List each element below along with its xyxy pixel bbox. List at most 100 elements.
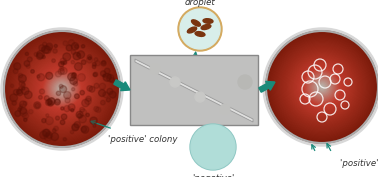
Circle shape <box>71 73 77 78</box>
Circle shape <box>46 73 78 105</box>
Circle shape <box>104 68 110 74</box>
Circle shape <box>94 58 98 62</box>
Circle shape <box>19 87 22 90</box>
Circle shape <box>45 72 79 106</box>
Circle shape <box>10 94 17 102</box>
Circle shape <box>68 104 75 111</box>
Circle shape <box>61 61 65 64</box>
Circle shape <box>72 123 79 130</box>
Circle shape <box>103 92 109 98</box>
Circle shape <box>19 73 23 78</box>
Circle shape <box>46 72 53 79</box>
Circle shape <box>71 50 76 55</box>
Circle shape <box>11 38 113 140</box>
Text: 'positive' colonies: 'positive' colonies <box>340 159 378 168</box>
Circle shape <box>49 76 75 102</box>
Circle shape <box>102 61 105 64</box>
Circle shape <box>60 86 67 93</box>
Circle shape <box>46 132 53 138</box>
Circle shape <box>109 91 116 98</box>
Circle shape <box>93 72 98 77</box>
Circle shape <box>178 7 222 51</box>
Circle shape <box>59 85 65 92</box>
Circle shape <box>15 111 21 116</box>
Circle shape <box>14 41 110 137</box>
Circle shape <box>34 102 41 109</box>
Circle shape <box>26 53 98 125</box>
Circle shape <box>50 77 74 101</box>
Circle shape <box>45 99 51 106</box>
Circle shape <box>25 91 32 99</box>
Circle shape <box>27 57 32 62</box>
Circle shape <box>19 81 25 86</box>
Circle shape <box>23 113 29 119</box>
Circle shape <box>4 31 120 147</box>
Circle shape <box>286 51 358 123</box>
Circle shape <box>73 52 81 60</box>
Circle shape <box>20 104 23 107</box>
Circle shape <box>15 43 108 135</box>
Circle shape <box>56 91 61 96</box>
Circle shape <box>70 130 74 134</box>
Circle shape <box>73 81 78 86</box>
Circle shape <box>72 124 79 131</box>
Circle shape <box>53 49 57 53</box>
Circle shape <box>23 50 101 129</box>
Circle shape <box>42 55 45 59</box>
Circle shape <box>101 71 106 76</box>
Circle shape <box>58 68 64 75</box>
Bar <box>130 55 258 125</box>
Circle shape <box>28 55 96 123</box>
Circle shape <box>43 70 81 108</box>
Circle shape <box>48 101 53 106</box>
Circle shape <box>21 83 25 87</box>
Circle shape <box>220 104 230 114</box>
Circle shape <box>40 131 47 139</box>
Circle shape <box>51 79 73 99</box>
Circle shape <box>63 61 67 64</box>
Circle shape <box>103 74 106 77</box>
Circle shape <box>24 118 27 122</box>
Circle shape <box>46 45 52 50</box>
Circle shape <box>266 31 378 143</box>
Circle shape <box>103 73 111 81</box>
Circle shape <box>12 39 112 139</box>
Circle shape <box>43 129 50 136</box>
Circle shape <box>24 51 100 127</box>
Circle shape <box>54 99 60 105</box>
Circle shape <box>99 90 105 96</box>
Circle shape <box>71 43 79 50</box>
Circle shape <box>24 61 30 66</box>
Circle shape <box>55 82 69 96</box>
Circle shape <box>86 113 89 117</box>
Circle shape <box>51 133 59 141</box>
Circle shape <box>61 107 64 110</box>
Circle shape <box>22 48 102 130</box>
Text: 'positive' colony: 'positive' colony <box>108 135 178 144</box>
Circle shape <box>312 77 332 97</box>
Circle shape <box>60 67 67 74</box>
Circle shape <box>321 86 323 88</box>
Text: 'negative'
droplet: 'negative' droplet <box>192 174 234 177</box>
Circle shape <box>93 124 96 127</box>
Circle shape <box>276 41 368 133</box>
Circle shape <box>18 108 21 111</box>
Circle shape <box>311 76 333 98</box>
Circle shape <box>6 33 118 145</box>
Circle shape <box>63 41 68 46</box>
Circle shape <box>287 52 357 122</box>
Circle shape <box>59 84 63 88</box>
Circle shape <box>29 110 33 114</box>
Circle shape <box>11 84 14 87</box>
Circle shape <box>318 82 327 92</box>
Circle shape <box>93 73 97 76</box>
Circle shape <box>82 99 89 107</box>
Circle shape <box>57 84 67 94</box>
Circle shape <box>316 81 328 93</box>
Circle shape <box>61 114 67 120</box>
Circle shape <box>39 66 85 112</box>
Circle shape <box>20 109 28 116</box>
Circle shape <box>299 64 345 110</box>
Circle shape <box>275 40 369 134</box>
Circle shape <box>46 43 53 50</box>
